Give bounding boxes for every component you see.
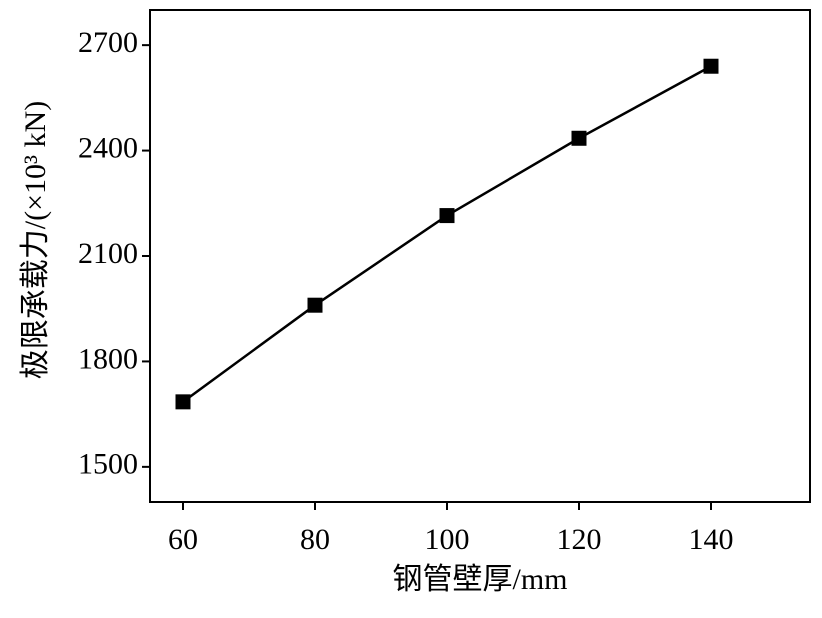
- x-tick-label: 100: [425, 523, 470, 556]
- marker: [439, 208, 455, 224]
- x-tick-label: 80: [300, 523, 330, 556]
- plot-frame: [149, 9, 811, 503]
- y-axis-label: 极限承载力/(×10³ kN): [19, 101, 52, 379]
- y-tick-label: 2700: [78, 26, 138, 59]
- marker: [703, 58, 719, 74]
- x-tick-label: 140: [689, 523, 734, 556]
- y-tick-label: 2400: [78, 131, 138, 164]
- marker: [571, 130, 587, 146]
- y-tick-label: 2100: [78, 237, 138, 270]
- marker: [307, 297, 323, 313]
- marker: [175, 394, 191, 410]
- x-tick-label: 60: [168, 523, 198, 556]
- y-tick-label: 1500: [78, 448, 138, 481]
- y-tick-label: 1800: [78, 342, 138, 375]
- x-axis-label: 钢管壁厚/mm: [392, 563, 567, 596]
- x-tick-label: 120: [557, 523, 602, 556]
- series-line: [182, 65, 712, 403]
